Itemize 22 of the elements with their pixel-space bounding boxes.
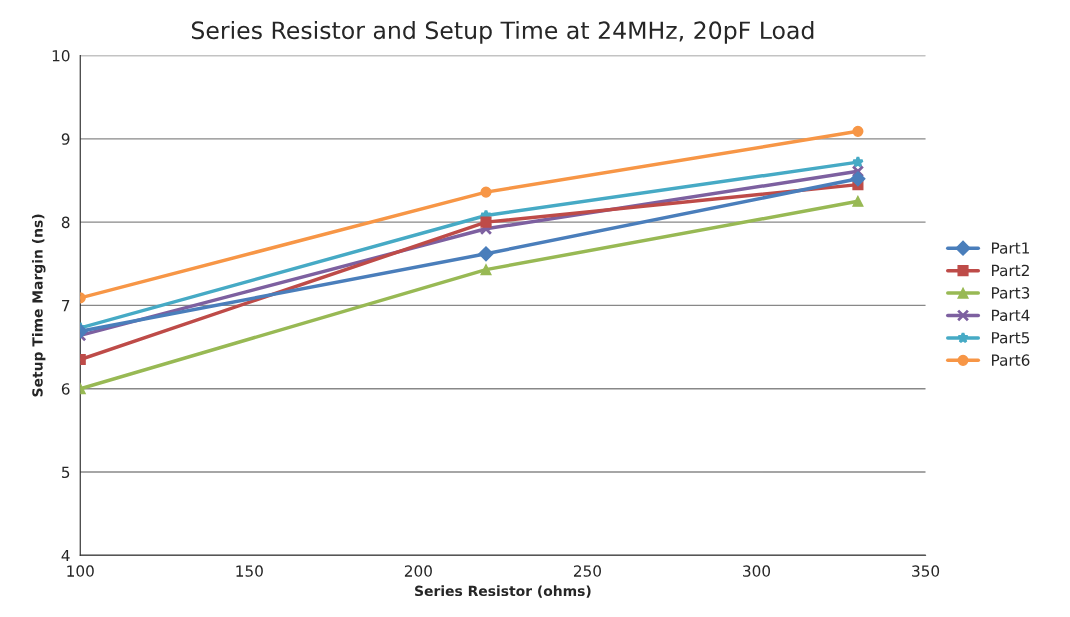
y-tick-label: 8	[61, 216, 70, 229]
y-axis-title: Setup Time Margin (ns)	[31, 214, 46, 397]
x-axis-title: Series Resistor (ohms)	[415, 585, 591, 598]
legend-label: Part5	[992, 332, 1030, 344]
legend-label: Part4	[992, 309, 1030, 322]
legend-label: Part6	[992, 354, 1030, 366]
y-tick-label: 9	[61, 133, 70, 145]
x-tick-label: 150	[236, 565, 263, 577]
x-tick-label: 350	[912, 565, 940, 577]
y-tick-label: 7	[62, 300, 70, 312]
legend-label: Part2	[992, 264, 1029, 277]
x-tick-label: 250	[573, 565, 601, 577]
legend-label: Part1	[992, 242, 1029, 254]
chart-title: Series Resistor and Setup Time at 24MHz, 20pF Load	[191, 20, 814, 44]
y-tick-label: 4	[61, 549, 70, 562]
x-tick-label: 200	[404, 565, 432, 577]
x-tick-label: 100	[67, 565, 94, 577]
y-tick-label: 10	[52, 50, 70, 62]
y-tick-label: 6	[61, 383, 70, 395]
y-tick-label: 5	[61, 466, 70, 479]
x-tick-label: 300	[743, 565, 771, 577]
legend-label: Part3	[992, 287, 1030, 299]
